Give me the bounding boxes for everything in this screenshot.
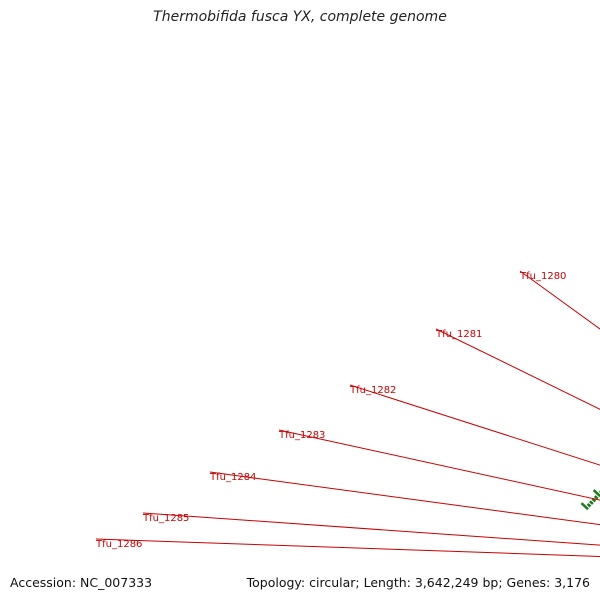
label-leader [278, 429, 600, 501]
gene-label: Tfu_1286 [95, 539, 142, 550]
gene-label: Tfu_1285 [142, 513, 189, 524]
label-leader [519, 270, 600, 330]
genome-stats-text: Topology: circular; Length: 3,642,249 bp… [246, 575, 590, 590]
minor-tick [591, 497, 597, 503]
map-title: Thermobifida fusca YX, complete genome [153, 9, 447, 25]
label-leader [95, 538, 600, 557]
label-leader [209, 471, 600, 526]
minor-tick [593, 495, 599, 500]
major-tick [580, 502, 589, 511]
major-tick [592, 489, 600, 498]
label-leader [435, 328, 600, 410]
gene-label: Tfu_1282 [349, 385, 396, 396]
label-leader [142, 512, 600, 546]
gene-label: Tfu_1283 [278, 430, 325, 441]
gene-label: Tfu_1281 [435, 329, 482, 340]
minor-tick [586, 502, 592, 508]
label-leader [349, 384, 600, 466]
gene-label: Tfu_1280 [519, 271, 566, 282]
minor-tick [589, 500, 594, 505]
accession-text: Accession: NC_007333 [10, 575, 153, 590]
gene-label: Tfu_1284 [209, 472, 256, 483]
